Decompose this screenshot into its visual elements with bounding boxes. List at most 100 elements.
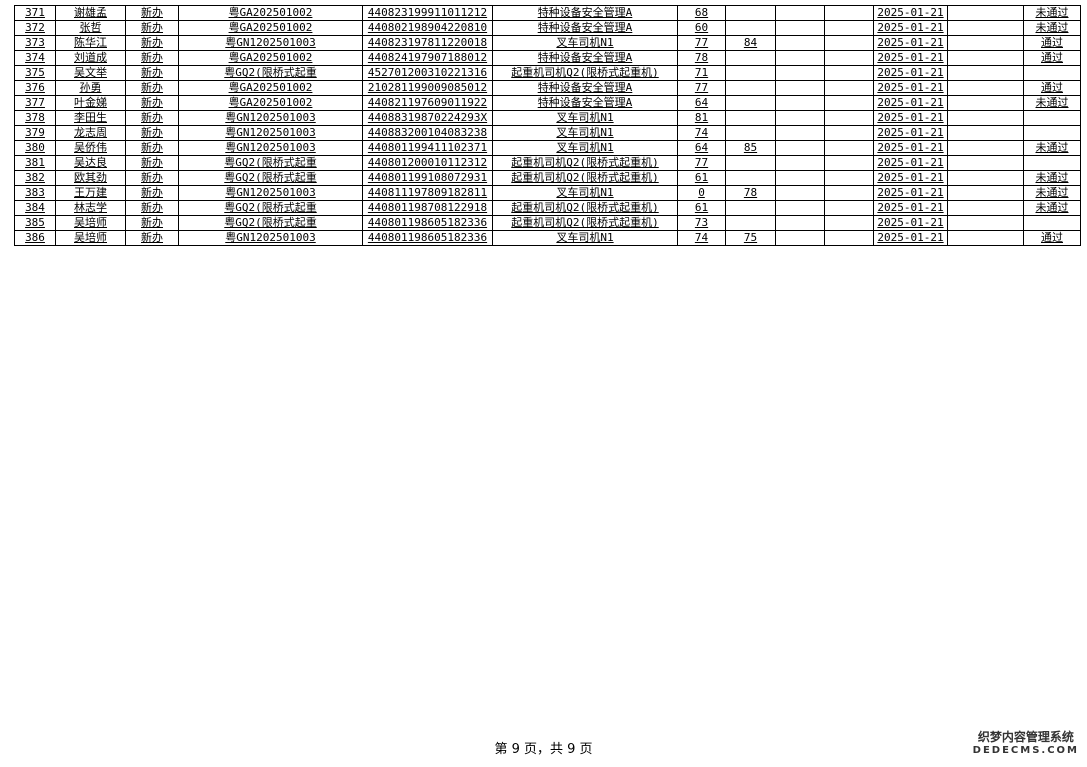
cell-blank-1 — [775, 215, 825, 231]
cell-text: 2025-01-21 — [877, 66, 944, 80]
cell-date: 2025-01-21 — [873, 35, 948, 51]
cell-blank-1 — [775, 50, 825, 66]
cell-score-practical: 78 — [725, 185, 776, 201]
cell-blank-1 — [775, 200, 825, 216]
cell-id-number: 440823197811220018 — [362, 35, 493, 51]
cell-seq: 386 — [14, 230, 56, 246]
cell-text: 叶金娣 — [74, 96, 107, 110]
cell-type: 新办 — [125, 110, 179, 126]
cell-text: 新办 — [141, 6, 163, 20]
table-row: 381 吴达良 新办 粤GQ2(限桥式起重 440801200010112312 起重机司… — [14, 155, 1081, 171]
cell-text: 未通过 — [1035, 171, 1069, 185]
cell-score-practical — [725, 215, 776, 231]
cell-text: 379 — [25, 126, 45, 140]
cell-text: 吴达良 — [74, 156, 107, 170]
cell-score-practical — [725, 110, 776, 126]
cell-score-practical — [725, 65, 776, 81]
table-row: 378 李田生 新办 粤GN1202501003 44088319870224293X 叉… — [14, 110, 1081, 126]
cell-name: 谢雄孟 — [55, 5, 126, 21]
cell-text: 起重机司机Q2(限桥式起重机) — [511, 201, 659, 215]
cell-text: 特种设备安全管理A — [537, 96, 633, 110]
table-row: 372 张哲 新办 粤GA202501002 440802198904220810 特种设… — [14, 20, 1081, 36]
cell-type: 新办 — [125, 125, 179, 141]
cell-type: 新办 — [125, 80, 179, 96]
cell-text: 粤GA202501002 — [228, 6, 313, 20]
cell-text: 新办 — [141, 111, 163, 125]
cell-text: 通过 — [1041, 231, 1063, 245]
cell-text: 新办 — [141, 231, 163, 245]
cell-text: 起重机司机Q2(限桥式起重机) — [511, 156, 659, 170]
cell-class-code: 粤GQ2(限桥式起重 — [178, 155, 363, 171]
cell-text: 吴文举 — [74, 66, 107, 80]
cell-score-theory: 61 — [677, 200, 726, 216]
cell-text: 64 — [694, 96, 709, 110]
cell-text: 新办 — [141, 171, 163, 185]
cell-text: 2025-01-21 — [877, 231, 944, 245]
cell-text: 粤GA202501002 — [228, 96, 313, 110]
cell-result: 通过 — [1023, 50, 1081, 66]
cell-text: 叉车司机N1 — [556, 186, 614, 200]
cell-score-practical — [725, 155, 776, 171]
cell-id-number: 452701200310221316 — [362, 65, 493, 81]
cell-text: 374 — [25, 51, 45, 65]
cell-text: 粤GQ2(限桥式起重 — [224, 66, 317, 80]
cell-result: 未通过 — [1023, 95, 1081, 111]
cell-result — [1023, 65, 1081, 81]
cell-score-practical — [725, 125, 776, 141]
cell-result: 未通过 — [1023, 20, 1081, 36]
cell-name: 欧其劲 — [55, 170, 126, 186]
cell-class-code: 粤GA202501002 — [178, 95, 363, 111]
cell-text: 起重机司机Q2(限桥式起重机) — [511, 66, 659, 80]
cell-class-code: 粤GN1202501003 — [178, 125, 363, 141]
cell-text: 林志学 — [74, 201, 107, 215]
cell-class-code: 粤GQ2(限桥式起重 — [178, 215, 363, 231]
cell-text: 新办 — [141, 156, 163, 170]
cell-text: 新办 — [141, 21, 163, 35]
cell-text: 2025-01-21 — [877, 156, 944, 170]
cell-result — [1023, 215, 1081, 231]
cell-text: 2025-01-21 — [877, 216, 944, 230]
cell-name: 吴文举 — [55, 65, 126, 81]
cell-text: 新办 — [141, 96, 163, 110]
cell-text: 382 — [25, 171, 45, 185]
cell-text: 440824197907188012 — [367, 51, 488, 65]
cell-score-theory: 64 — [677, 95, 726, 111]
cell-blank-3 — [947, 35, 1024, 51]
cell-score-practical: 85 — [725, 140, 776, 156]
cell-text: 375 — [25, 66, 45, 80]
cell-blank-1 — [775, 155, 825, 171]
cell-text: 粤GA202501002 — [228, 21, 313, 35]
cell-name: 刘道成 — [55, 50, 126, 66]
cell-result — [1023, 110, 1081, 126]
cell-class-code: 粤GQ2(限桥式起重 — [178, 65, 363, 81]
cell-text: 通过 — [1041, 36, 1063, 50]
cell-type: 新办 — [125, 20, 179, 36]
cell-id-number: 440823199911011212 — [362, 5, 493, 21]
cell-score-theory: 77 — [677, 35, 726, 51]
cell-score-practical: 75 — [725, 230, 776, 246]
cell-text: 粤GN1202501003 — [225, 141, 316, 155]
cell-item: 起重机司机Q2(限桥式起重机) — [492, 200, 678, 216]
cell-blank-3 — [947, 110, 1024, 126]
watermark-line1: 织梦内容管理系统 — [977, 730, 1074, 744]
cell-text: 44088319870224293X — [367, 111, 488, 125]
cell-text: 384 — [25, 201, 45, 215]
cell-seq: 379 — [14, 125, 56, 141]
cell-score-theory: 74 — [677, 230, 726, 246]
cell-text: 新办 — [141, 126, 163, 140]
cell-text: 440801200010112312 — [367, 156, 488, 170]
cell-text: 61 — [694, 201, 709, 215]
cell-text: 粤GA202501002 — [228, 81, 313, 95]
cell-score-practical — [725, 5, 776, 21]
cell-date: 2025-01-21 — [873, 155, 948, 171]
cell-score-theory: 60 — [677, 20, 726, 36]
cell-class-code: 粤GN1202501003 — [178, 35, 363, 51]
cell-text: 440801198708122918 — [367, 201, 488, 215]
cell-text: 粤GN1202501003 — [225, 36, 316, 50]
cell-class-code: 粤GQ2(限桥式起重 — [178, 200, 363, 216]
cell-blank-1 — [775, 95, 825, 111]
cell-date: 2025-01-21 — [873, 5, 948, 21]
cell-text: 新办 — [141, 66, 163, 80]
table-row: 386 吴培师 新办 粤GN1202501003 440801198605182336 叉… — [14, 230, 1081, 246]
cell-text: 2025-01-21 — [877, 111, 944, 125]
